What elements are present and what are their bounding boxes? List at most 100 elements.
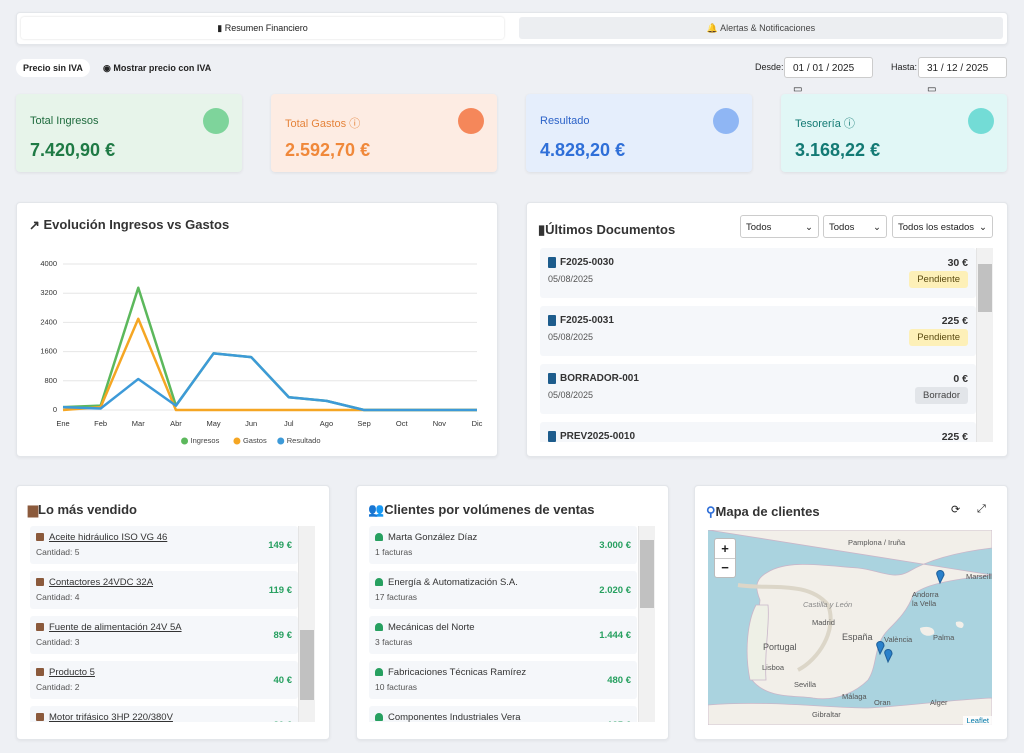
card-title: ⚲Mapa de clientes	[706, 504, 820, 520]
date-input[interactable]: 01 / 01 / 2025 ▭	[784, 57, 873, 95]
icon: 👥	[368, 502, 385, 517]
item-amount: 89 €	[273, 630, 293, 641]
scrollbar[interactable]	[976, 248, 993, 442]
card-title: 👥Clientes por volúmenes de ventas	[368, 502, 594, 518]
toggle-label: Mostrar precio con IVA	[113, 63, 212, 73]
list-item[interactable]: Producto 5 Cantidad: 2 40 €	[30, 661, 298, 699]
item-detail: 3 facturas	[375, 637, 413, 647]
filter-select[interactable]: Todos los estados ⌄	[892, 215, 993, 238]
doc-icon	[548, 431, 556, 442]
document-item[interactable]: F2025-0031 05/08/2025 225 € Pendiente	[540, 306, 976, 356]
tab-label: Alertas & Notificaciones	[720, 23, 816, 33]
item-name[interactable]: Contactores 24VDC 32A	[49, 577, 154, 588]
y-tick-label: 1600	[40, 347, 57, 356]
expand-button[interactable]: ⤢	[977, 503, 986, 515]
toggle-button[interactable]: ◉ Mostrar precio con IVA	[103, 63, 212, 73]
item-detail: 17 facturas	[375, 592, 418, 602]
card-title: ▆Lo más vendido	[28, 502, 137, 518]
filter-select[interactable]: Todos ⌄	[740, 215, 819, 238]
date-label: Hasta:	[891, 62, 918, 72]
map-tiles	[708, 530, 992, 725]
scrollbar[interactable]	[298, 526, 315, 722]
item-icon	[375, 668, 383, 676]
list-item[interactable]: Aceite hidráulico ISO VG 46 Cantidad: 5 14…	[30, 526, 298, 564]
item-name: Mecánicas del Norte	[388, 622, 475, 633]
item-amount: 119 €	[268, 585, 292, 596]
map-label: Lisboa	[762, 663, 785, 672]
doc-date: 05/08/2025	[548, 274, 594, 284]
map: + − Pamplona / Iruña Castilla y León Mad…	[708, 530, 992, 725]
list-item[interactable]: Energía & Automatización S.A. 17 facturas…	[369, 571, 637, 609]
x-tick-label: Jul	[284, 419, 294, 428]
list-item[interactable]: Mecánicas del Norte 3 facturas 1.444 €	[369, 616, 637, 654]
kpi-card: Total Gastos ⓘ 2.592,70 €	[271, 94, 497, 172]
list-item[interactable]: Fabricaciones Técnicas Ramírez 10 factura…	[369, 661, 637, 699]
y-tick-label: 0	[53, 405, 57, 414]
scrollbar[interactable]	[638, 526, 655, 722]
doc-number: BORRADOR-001	[560, 373, 639, 384]
item-detail: Cantidad: 3	[36, 637, 80, 647]
filter-value: Todos los estados	[898, 222, 975, 233]
item-amount: 125 €	[607, 720, 631, 722]
legend-label: Resultado	[287, 436, 321, 445]
x-tick-label: Oct	[396, 419, 409, 428]
item-name[interactable]: Producto 5	[49, 667, 95, 678]
date-input[interactable]: 31 / 12 / 2025 ▭	[918, 57, 1007, 95]
item-icon	[36, 533, 44, 541]
tab[interactable]: 🔔 Alertas & Notificaciones	[519, 17, 1003, 39]
doc-icon	[548, 315, 556, 326]
kpi-label-text: Total Gastos	[285, 118, 347, 130]
item-name: Fabricaciones Técnicas Ramírez	[388, 667, 527, 678]
x-tick-label: Feb	[94, 419, 107, 428]
item-name[interactable]: Motor trifásico 3HP 220/380V	[49, 712, 173, 722]
island	[955, 621, 964, 628]
list-item[interactable]: Marta González Díaz 1 facturas 3.000 €	[369, 526, 637, 564]
document-item[interactable]: BORRADOR-001 05/08/2025 0 € Borrador	[540, 364, 976, 414]
toggle-button[interactable]: Precio sin IVA	[16, 59, 90, 77]
map-label: Andorra la Vella	[912, 590, 939, 608]
item-name[interactable]: Aceite hidráulico ISO VG 46	[49, 532, 168, 543]
kpi-icon	[968, 108, 994, 134]
doc-icon	[548, 257, 556, 268]
document-item[interactable]: PREV2025-0010 225 €	[540, 422, 976, 442]
item-detail: Cantidad: 4	[36, 592, 80, 602]
item-name[interactable]: Fuente de alimentación 24V 5A	[49, 622, 182, 633]
y-tick-label: 4000	[40, 259, 57, 268]
map-marker[interactable]	[876, 641, 885, 656]
scroll-thumb[interactable]	[300, 630, 314, 700]
scroll-thumb[interactable]	[640, 540, 654, 608]
zoom-out[interactable]: −	[721, 560, 729, 575]
list-item[interactable]: Motor trifásico 3HP 220/380V 30 €	[30, 706, 298, 722]
chevron: ⌄	[805, 222, 813, 233]
map-label: Portugal	[763, 642, 797, 652]
map-marker[interactable]	[884, 649, 893, 664]
y-tick-label: 3200	[40, 288, 57, 297]
x-tick-label: May	[206, 419, 220, 428]
item-name: Energía & Automatización S.A.	[388, 577, 518, 588]
map-label: Gibraltar	[812, 710, 841, 719]
x-tick-label: Abr	[170, 419, 182, 428]
map-attribution[interactable]: Leaflet	[963, 716, 992, 725]
refresh-button[interactable]: ⟳	[951, 504, 961, 516]
item-detail: Cantidad: 5	[36, 547, 80, 557]
list-item[interactable]: Fuente de alimentación 24V 5A Cantidad: 3…	[30, 616, 298, 654]
legend-label: Gastos	[243, 436, 267, 445]
scroll-thumb[interactable]	[978, 264, 992, 312]
document-item[interactable]: F2025-0030 05/08/2025 30 € Pendiente	[540, 248, 976, 298]
map-marker[interactable]	[936, 570, 945, 585]
item-icon	[375, 713, 383, 721]
map-label: Madrid	[812, 618, 835, 627]
list-item[interactable]: Componentes Industriales Vera 125 €	[369, 706, 637, 722]
kpi-label: Total Gastos ⓘ	[285, 118, 361, 130]
map-label: Málaga	[842, 692, 867, 701]
kpi-icon	[458, 108, 484, 134]
tab[interactable]: ▮ Resumen Financiero	[21, 17, 504, 39]
land	[708, 697, 992, 725]
list-item[interactable]: Contactores 24VDC 32A Cantidad: 4 119 €	[30, 571, 298, 609]
tab-bar: ▮ Resumen Financiero 🔔 Alertas & Notific…	[16, 12, 1008, 45]
item-icon	[36, 713, 44, 721]
filter-select[interactable]: Todos ⌄	[823, 215, 887, 238]
map-label: Marseille	[966, 572, 992, 581]
item-amount: 149 €	[268, 540, 292, 551]
zoom-in[interactable]: +	[715, 539, 735, 559]
